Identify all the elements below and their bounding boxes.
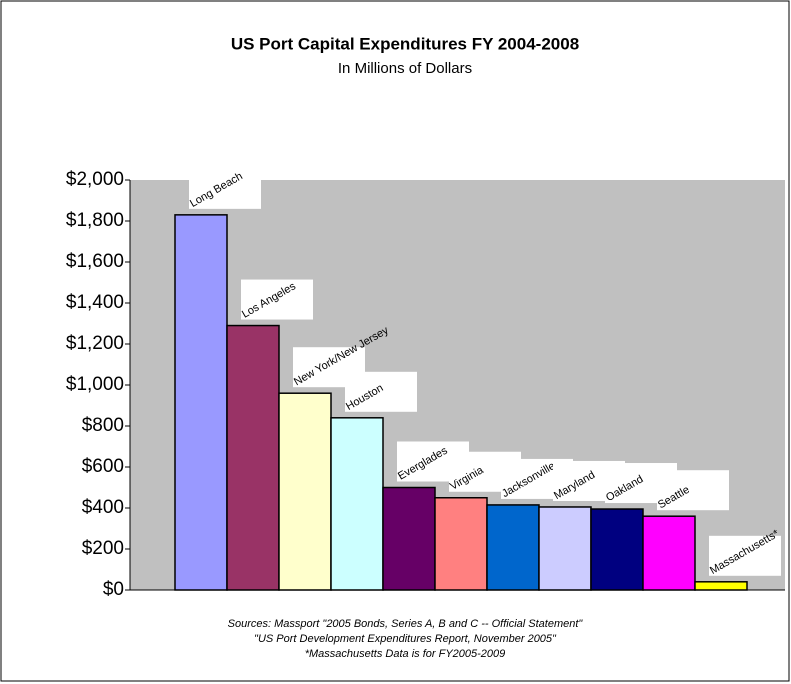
label-box: [709, 535, 781, 576]
y-tick-label: $1,600: [66, 251, 124, 272]
bar: [174, 214, 228, 591]
bar: [330, 417, 384, 591]
bar: [278, 392, 332, 591]
bar: [538, 506, 592, 591]
note: *Massachusetts Data is for FY2005-2009: [305, 648, 506, 660]
bar: [486, 504, 540, 591]
label-box: [345, 371, 417, 412]
y-tick-label: $0: [103, 579, 124, 600]
bar: [382, 486, 436, 591]
bar: [590, 508, 644, 591]
bar: [226, 324, 280, 591]
label-box: [657, 470, 729, 511]
y-tick-label: $1,000: [66, 374, 124, 395]
y-tick-label: $400: [82, 497, 124, 518]
note: Sources: Massport "2005 Bonds, Series A,…: [228, 618, 584, 630]
note: "US Port Development Expenditures Report…: [254, 633, 557, 645]
y-tick-label: $1,400: [66, 292, 124, 313]
y-tick-label: $2,000: [66, 169, 124, 190]
label-box: [241, 279, 313, 320]
y-tick-label: $1,200: [66, 333, 124, 354]
y-tick-label: $800: [82, 415, 124, 436]
y-tick-label: $200: [82, 538, 124, 559]
y-tick-label: $1,800: [66, 210, 124, 231]
bar: [694, 581, 748, 591]
bar: [642, 515, 696, 591]
y-tick-label: $600: [82, 456, 124, 477]
label-box: [189, 168, 261, 209]
bar: [434, 497, 488, 591]
chart-subtitle: In Millions of Dollars: [338, 60, 472, 77]
chart-title: US Port Capital Expenditures FY 2004-200…: [231, 34, 579, 53]
